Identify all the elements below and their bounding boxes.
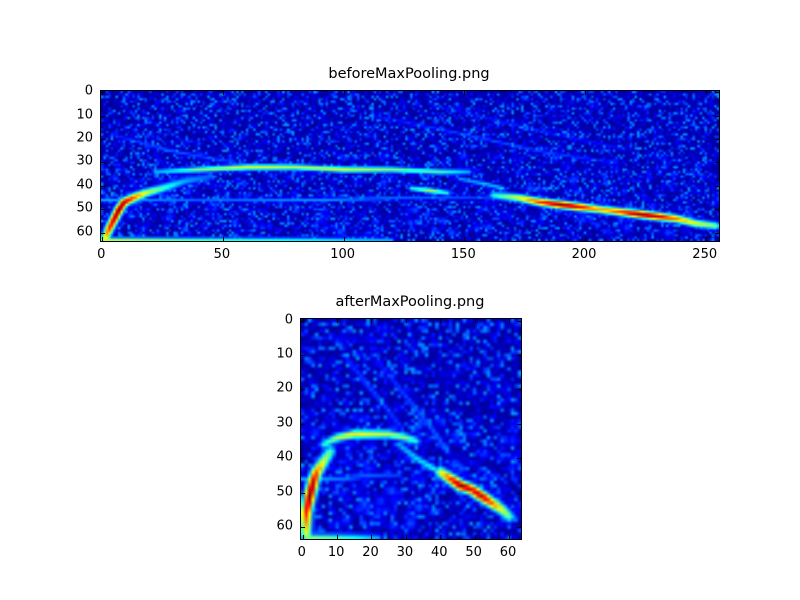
x-tick-label: 20 [362,545,379,560]
tick-mark [405,319,407,323]
y-tick-label: 60 [276,518,293,534]
tick-mark [517,526,521,528]
tick-mark [517,355,521,357]
plot-title: afterMaxPooling.png [335,294,485,310]
tick-mark [222,91,224,95]
tick-mark [440,319,442,323]
x-tick-label: 200 [571,247,597,262]
tick-mark [337,319,339,323]
tick-mark [715,139,719,141]
x-tick-label: 40 [430,545,448,560]
y-tick-label: 30 [76,153,93,169]
tick-mark [405,535,407,539]
heatmap-canvas [101,91,719,241]
y-tick-label: 0 [284,312,293,328]
tick-mark [101,115,105,117]
tick-mark [101,232,105,234]
y-tick-label: 40 [276,449,293,465]
y-tick-label: 50 [276,484,293,500]
tick-mark [301,458,305,460]
tick-mark [715,92,719,94]
x-tick-label: 150 [450,247,476,262]
y-tick-label: 40 [76,177,93,193]
tick-mark [715,115,719,117]
tick-mark [101,162,105,164]
tick-mark [301,355,305,357]
tick-mark [222,237,224,241]
axes [300,318,522,540]
tick-mark [517,423,521,425]
tick-mark [585,91,587,95]
axes [100,90,720,242]
tick-mark [301,492,305,494]
tick-mark [102,237,104,241]
tick-mark [101,209,105,211]
tick-mark [715,232,719,234]
tick-mark [337,535,339,539]
tick-mark [474,319,476,323]
y-tick-label: 0 [84,83,93,99]
tick-mark [508,319,510,323]
y-tick-label: 20 [76,130,93,146]
tick-mark [585,237,587,241]
tick-mark [508,535,510,539]
x-tick-label: 50 [213,247,231,262]
x-tick-label: 60 [499,545,517,560]
tick-mark [302,535,304,539]
tick-mark [474,535,476,539]
y-tick-label: 10 [276,346,293,362]
y-tick-label: 60 [76,224,93,240]
tick-mark [517,458,521,460]
x-tick-label: 30 [396,545,414,560]
tick-mark [301,423,305,425]
tick-mark [464,91,466,95]
tick-mark [715,209,719,211]
plot-title: beforeMaxPooling.png [328,66,490,82]
tick-mark [301,320,305,322]
x-tick-label: 0 [297,545,306,560]
x-tick-label: 100 [330,247,356,262]
tick-mark [705,237,707,241]
tick-mark [301,526,305,528]
x-tick-label: 0 [97,247,106,262]
tick-mark [101,185,105,187]
x-tick-label: 10 [327,545,345,560]
tick-mark [517,389,521,391]
tick-mark [301,389,305,391]
tick-mark [517,492,521,494]
x-tick-label: 50 [465,545,482,560]
tick-mark [101,139,105,141]
y-tick-label: 30 [276,415,293,431]
tick-mark [705,91,707,95]
heatmap-canvas [301,319,521,539]
tick-mark [715,185,719,187]
tick-mark [464,237,466,241]
tick-mark [440,535,442,539]
tick-mark [101,92,105,94]
tick-mark [371,535,373,539]
y-tick-label: 20 [276,380,293,396]
tick-mark [715,162,719,164]
tick-mark [371,319,373,323]
tick-mark [343,237,345,241]
tick-mark [517,320,521,322]
y-tick-label: 50 [76,200,93,216]
tick-mark [343,91,345,95]
x-tick-label: 250 [692,247,718,262]
y-tick-label: 10 [76,107,93,123]
